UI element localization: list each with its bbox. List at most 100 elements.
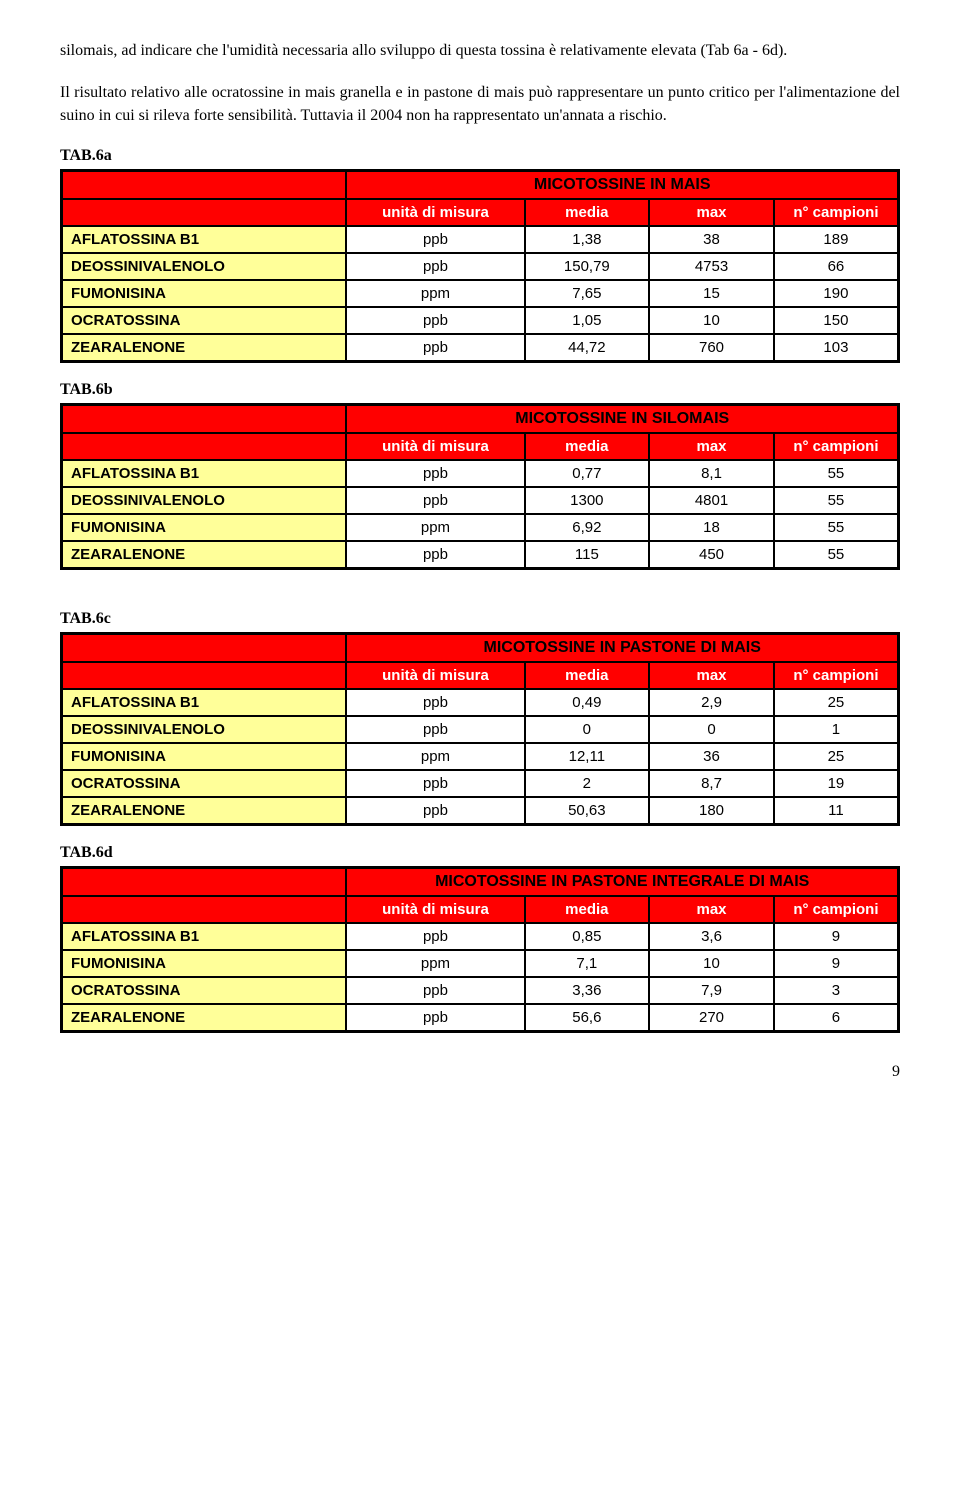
cell: 450: [649, 541, 774, 569]
blank-cell: [62, 171, 347, 200]
cell: ppb: [346, 541, 524, 569]
table-row: DEOSSINIVALENOLOppb150,79475366: [62, 253, 899, 280]
table-row: AFLATOSSINA B1ppb1,3838189: [62, 226, 899, 253]
cell: 0,49: [525, 689, 650, 716]
cell: 4801: [649, 487, 774, 514]
row-name: OCRATOSSINA: [62, 977, 347, 1004]
cell: ppb: [346, 226, 524, 253]
row-name: AFLATOSSINA B1: [62, 923, 347, 950]
cell: ppb: [346, 253, 524, 280]
cell: ppb: [346, 1004, 524, 1032]
cell: 1,05: [525, 307, 650, 334]
cell: ppb: [346, 923, 524, 950]
table-6c-title: MICOTOSSINE IN PASTONE DI MAIS: [346, 634, 898, 663]
cell: ppm: [346, 514, 524, 541]
table-row: AFLATOSSINA B1ppb0,492,925: [62, 689, 899, 716]
row-name: DEOSSINIVALENOLO: [62, 253, 347, 280]
cell: 19: [774, 770, 899, 797]
cell: ppb: [346, 797, 524, 825]
tab6d-label: TAB.6d: [60, 844, 900, 862]
cell: 1,38: [525, 226, 650, 253]
cell: 7,65: [525, 280, 650, 307]
row-name: AFLATOSSINA B1: [62, 226, 347, 253]
row-name: FUMONISINA: [62, 950, 347, 977]
cell: 0,77: [525, 460, 650, 487]
cell: 55: [774, 487, 899, 514]
cell: ppm: [346, 743, 524, 770]
cell: ppb: [346, 460, 524, 487]
page-number: 9: [60, 1063, 900, 1081]
table-row: ZEARALENONEppb56,62706: [62, 1004, 899, 1032]
cell: 7,9: [649, 977, 774, 1004]
cell: 36: [649, 743, 774, 770]
intro-paragraph-2: Il risultato relativo alle ocratossine i…: [60, 82, 900, 127]
cell: 25: [774, 689, 899, 716]
table-row: ZEARALENONEppb11545055: [62, 541, 899, 569]
cell: 103: [774, 334, 899, 362]
col-header: max: [649, 662, 774, 689]
cell: ppb: [346, 716, 524, 743]
intro-paragraph-1: silomais, ad indicare che l'umidità nece…: [60, 40, 900, 62]
table-row: ZEARALENONEppb50,6318011: [62, 797, 899, 825]
table-row: DEOSSINIVALENOLOppb001: [62, 716, 899, 743]
row-name: DEOSSINIVALENOLO: [62, 716, 347, 743]
table-row: DEOSSINIVALENOLOppb1300480155: [62, 487, 899, 514]
table-6d: MICOTOSSINE IN PASTONE INTEGRALE DI MAIS…: [60, 866, 900, 1033]
cell: ppb: [346, 770, 524, 797]
cell: 0: [525, 716, 650, 743]
col-header: unità di misura: [346, 896, 524, 923]
cell: 4753: [649, 253, 774, 280]
cell: 8,1: [649, 460, 774, 487]
cell: 55: [774, 514, 899, 541]
row-name: ZEARALENONE: [62, 797, 347, 825]
tab6b-label: TAB.6b: [60, 381, 900, 399]
blank-cell: [62, 405, 347, 434]
blank-cell: [62, 662, 347, 689]
table-row: FUMONISINAppm7,6515190: [62, 280, 899, 307]
cell: 7,1: [525, 950, 650, 977]
table-6b-title: MICOTOSSINE IN SILOMAIS: [346, 405, 898, 434]
cell: 2,9: [649, 689, 774, 716]
cell: 3,6: [649, 923, 774, 950]
table-6b: MICOTOSSINE IN SILOMAIS unità di misura …: [60, 403, 900, 570]
table-row: AFLATOSSINA B1ppb0,853,69: [62, 923, 899, 950]
row-name: DEOSSINIVALENOLO: [62, 487, 347, 514]
cell: 9: [774, 923, 899, 950]
col-header: media: [525, 662, 650, 689]
col-header: unità di misura: [346, 662, 524, 689]
row-name: FUMONISINA: [62, 514, 347, 541]
col-header: max: [649, 896, 774, 923]
col-header: unità di misura: [346, 199, 524, 226]
cell: 190: [774, 280, 899, 307]
table-row: FUMONISINAppm12,113625: [62, 743, 899, 770]
col-header: media: [525, 199, 650, 226]
cell: 50,63: [525, 797, 650, 825]
cell: 8,7: [649, 770, 774, 797]
col-header: n° campioni: [774, 896, 899, 923]
cell: 44,72: [525, 334, 650, 362]
table-row: FUMONISINAppm7,1109: [62, 950, 899, 977]
cell: 15: [649, 280, 774, 307]
table-6a-title: MICOTOSSINE IN MAIS: [346, 171, 898, 200]
cell: 150,79: [525, 253, 650, 280]
table-6a: MICOTOSSINE IN MAIS unità di misura medi…: [60, 169, 900, 363]
cell: 6: [774, 1004, 899, 1032]
blank-cell: [62, 634, 347, 663]
cell: 189: [774, 226, 899, 253]
col-header: max: [649, 433, 774, 460]
cell: ppb: [346, 334, 524, 362]
col-header: media: [525, 433, 650, 460]
table-6c: MICOTOSSINE IN PASTONE DI MAIS unità di …: [60, 632, 900, 826]
table-row: AFLATOSSINA B1ppb0,778,155: [62, 460, 899, 487]
cell: 1300: [525, 487, 650, 514]
cell: 11: [774, 797, 899, 825]
cell: 38: [649, 226, 774, 253]
tab6a-label: TAB.6a: [60, 147, 900, 165]
row-name: AFLATOSSINA B1: [62, 689, 347, 716]
blank-cell: [62, 896, 347, 923]
col-header: unità di misura: [346, 433, 524, 460]
tab6c-label: TAB.6c: [60, 610, 900, 628]
row-name: FUMONISINA: [62, 280, 347, 307]
table-row: FUMONISINAppm6,921855: [62, 514, 899, 541]
cell: 55: [774, 541, 899, 569]
